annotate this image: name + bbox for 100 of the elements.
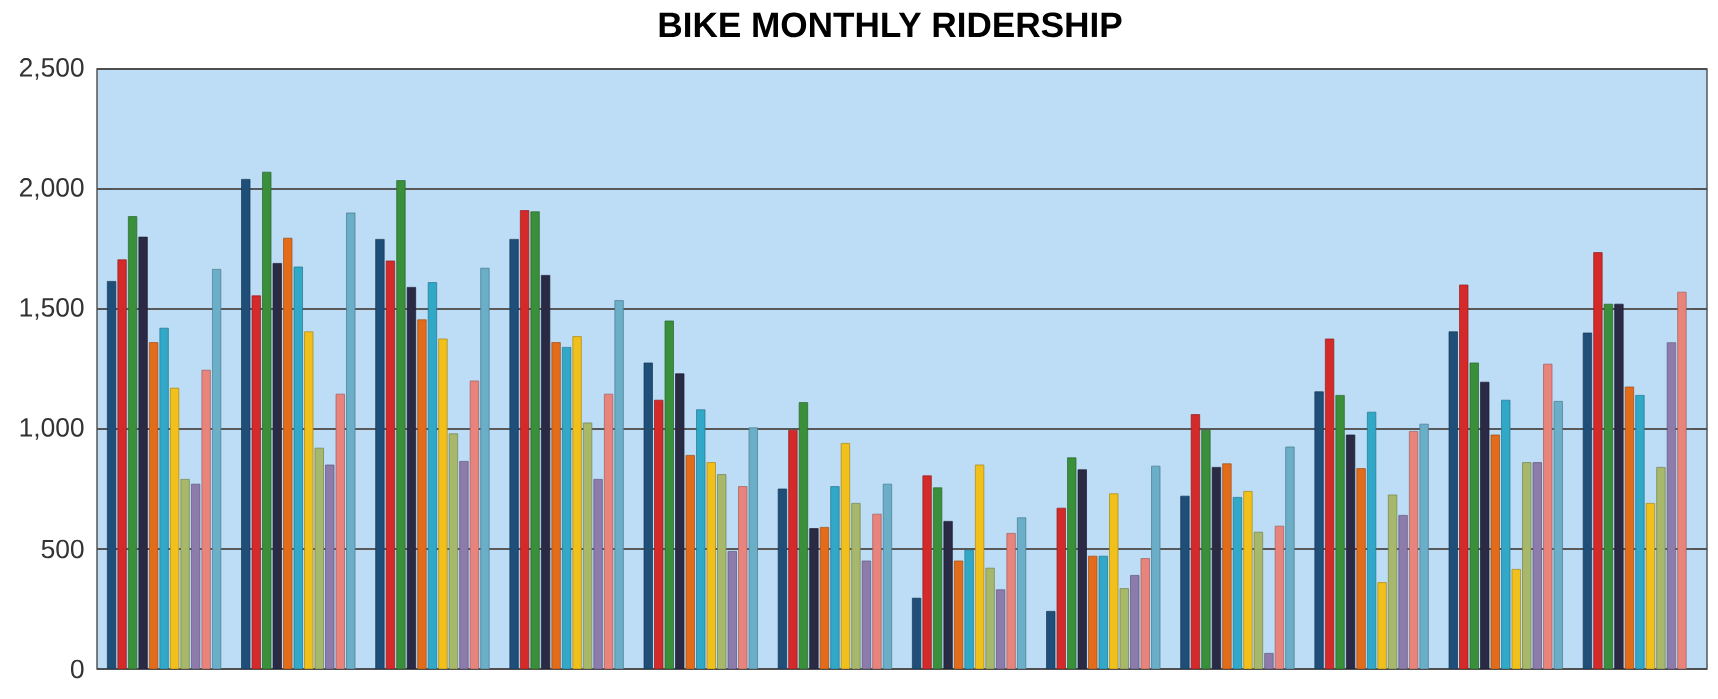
bar <box>509 239 519 669</box>
bar <box>1356 468 1366 669</box>
bar <box>561 347 572 669</box>
bar <box>283 237 293 669</box>
bar <box>1459 284 1469 669</box>
bar <box>530 211 540 669</box>
y-tick-label: 1,000 <box>20 418 84 440</box>
bar <box>1253 531 1264 669</box>
bar <box>1480 381 1490 669</box>
bar <box>1387 494 1398 669</box>
bar <box>1398 515 1408 669</box>
bar <box>180 479 190 669</box>
bar <box>1501 399 1511 669</box>
bar <box>664 320 674 669</box>
bar <box>417 319 427 669</box>
bar <box>1677 291 1687 669</box>
bar <box>1056 507 1066 669</box>
bar <box>777 488 788 669</box>
y-tick-label: 0 <box>70 659 84 679</box>
bar <box>427 282 438 669</box>
bar <box>954 560 964 669</box>
bar <box>396 180 406 669</box>
bar <box>819 527 830 669</box>
bar <box>375 239 385 669</box>
bar <box>1377 582 1387 669</box>
bar <box>480 267 490 669</box>
bar <box>1603 303 1614 669</box>
bar <box>159 327 169 669</box>
bar <box>696 409 706 669</box>
bar <box>1077 469 1087 669</box>
bar <box>933 487 943 669</box>
bar <box>1366 411 1377 669</box>
bar <box>830 486 840 669</box>
bar <box>1285 446 1295 669</box>
bar <box>106 281 117 669</box>
bar <box>262 171 272 669</box>
bar <box>685 455 695 669</box>
bar <box>1243 491 1253 669</box>
bar <box>851 503 861 669</box>
bar <box>1448 331 1458 669</box>
bar <box>1119 588 1129 669</box>
bar <box>912 597 922 669</box>
bar <box>593 479 603 669</box>
bar <box>314 447 324 669</box>
bar <box>809 528 819 669</box>
bar <box>1190 414 1201 669</box>
bar <box>1067 457 1077 669</box>
bar <box>1593 252 1603 669</box>
bar <box>675 373 685 669</box>
bar <box>272 263 282 669</box>
bar <box>448 433 459 669</box>
bar <box>1490 434 1500 669</box>
bar <box>385 260 396 669</box>
bar <box>1232 497 1243 669</box>
bar <box>1211 467 1222 669</box>
bar <box>1335 395 1345 669</box>
bar <box>1469 362 1479 669</box>
chart-title: BIKE MONTHLY RIDERSHIP <box>659 12 1122 38</box>
bar <box>1324 338 1335 669</box>
bar <box>1314 391 1324 669</box>
bar <box>1046 611 1056 669</box>
bar <box>438 338 448 669</box>
bar <box>922 475 932 669</box>
y-tick-label: 1,500 <box>20 298 84 320</box>
bar <box>1656 467 1666 669</box>
bar <box>1180 495 1190 669</box>
bar <box>572 336 582 669</box>
bar <box>138 236 148 669</box>
bar <box>788 429 798 669</box>
bar <box>1635 395 1645 669</box>
bar <box>540 275 551 669</box>
bar <box>241 179 251 669</box>
y-tick-label: 2,500 <box>19 58 84 80</box>
bar <box>1522 462 1532 669</box>
y-tick-label: 500 <box>41 539 84 559</box>
bar <box>1582 332 1593 669</box>
bar <box>985 567 995 669</box>
y-tick-label: 2,000 <box>19 178 84 200</box>
bar <box>614 300 624 669</box>
bar <box>1088 555 1098 669</box>
bar <box>1624 386 1635 669</box>
bar <box>251 295 261 669</box>
bar <box>654 399 664 669</box>
bar <box>943 521 953 669</box>
bar <box>551 342 561 669</box>
bar <box>582 422 593 669</box>
bar <box>872 513 882 669</box>
bar <box>128 216 138 669</box>
bar <box>149 342 159 669</box>
bar <box>406 287 417 669</box>
bar <box>519 210 530 669</box>
bar <box>459 461 469 669</box>
bar <box>1614 303 1624 669</box>
bar <box>717 474 727 669</box>
bar <box>1222 463 1232 669</box>
bar <box>643 362 653 669</box>
bar <box>293 266 303 669</box>
bar <box>964 549 974 669</box>
bar <box>1098 555 1108 669</box>
bar <box>1201 429 1211 669</box>
